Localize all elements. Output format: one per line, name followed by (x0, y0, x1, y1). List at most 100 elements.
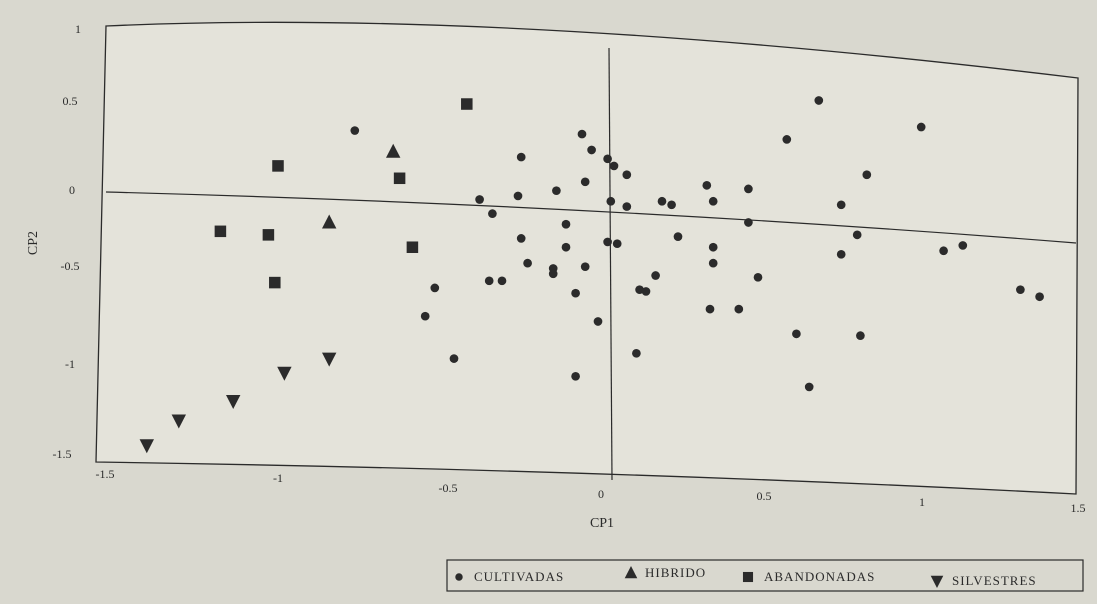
x-tick-label: -0.5 (439, 481, 458, 495)
point-cultivadas (622, 170, 632, 180)
x-tick-label: 1.5 (1071, 501, 1086, 515)
point-cultivadas (657, 196, 667, 206)
y-tick-label: 0.5 (63, 94, 78, 108)
plot-area (95, 21, 1079, 495)
x-tick-label: 0 (598, 487, 604, 501)
point-cultivadas (792, 329, 801, 339)
point-cultivadas (814, 96, 824, 105)
legend-marker-hibrido (624, 566, 638, 579)
point-silvestres (322, 352, 337, 367)
point-cultivadas (708, 242, 718, 252)
point-abandonadas (272, 160, 284, 172)
point-cultivadas (577, 129, 587, 139)
point-cultivadas (1035, 292, 1044, 302)
x-tick-label: 0.5 (757, 489, 772, 503)
point-cultivadas (420, 311, 430, 321)
point-cultivadas (516, 152, 526, 162)
point-cultivadas (852, 230, 862, 240)
point-cultivadas (484, 276, 494, 286)
point-cultivadas (708, 196, 718, 206)
point-cultivadas (705, 304, 715, 314)
point-cultivadas (593, 317, 603, 326)
point-cultivadas (612, 239, 622, 249)
point-cultivadas (651, 271, 660, 280)
point-hibrido (386, 143, 401, 158)
y-tick-label: -1 (65, 357, 75, 371)
point-cultivadas (782, 135, 792, 144)
data-points (139, 96, 1044, 454)
legend: CULTIVADAS HIBRIDO ABANDONADAS SILVESTRES (446, 559, 1084, 592)
y-axis-label: CP2 (26, 231, 41, 255)
point-abandonadas (406, 241, 419, 253)
point-cultivadas (552, 186, 561, 195)
y-tick-label: -1.5 (53, 447, 72, 461)
point-cultivadas (497, 276, 507, 286)
legend-marker-cultivadas (455, 573, 463, 581)
point-abandonadas (461, 98, 473, 110)
point-cultivadas (753, 272, 763, 282)
point-abandonadas (393, 172, 406, 185)
point-abandonadas (262, 229, 275, 241)
x-axis-label: CP1 (590, 516, 614, 531)
point-cultivadas (744, 184, 753, 194)
point-abandonadas (214, 225, 227, 238)
point-cultivadas (667, 200, 676, 210)
y-tick-label: -0.5 (61, 259, 80, 273)
point-cultivadas (516, 234, 526, 243)
legend-label: ABANDONADAS (764, 569, 875, 584)
zero-line-horizontal (105, 191, 1077, 244)
point-cultivadas (449, 354, 459, 363)
point-cultivadas (580, 177, 590, 187)
point-cultivadas (609, 161, 619, 171)
point-cultivadas (916, 122, 926, 132)
x-tick-label: -1.5 (96, 467, 115, 481)
point-cultivadas (548, 269, 558, 279)
point-cultivadas (430, 283, 440, 293)
point-cultivadas (708, 258, 718, 268)
y-tick-label: 1 (75, 22, 81, 36)
legend-marker-silvestres (930, 575, 944, 588)
legend-box (446, 559, 1084, 592)
legend-label: SILVESTRES (952, 573, 1037, 588)
point-cultivadas (862, 170, 872, 180)
point-cultivadas (702, 181, 712, 190)
x-tick-label: 1 (919, 495, 925, 509)
legend-label: HIBRIDO (645, 565, 706, 580)
point-silvestres (171, 414, 186, 429)
point-silvestres (226, 395, 241, 410)
point-cultivadas (856, 331, 865, 340)
point-cultivadas (350, 126, 360, 135)
point-cultivadas (475, 195, 484, 204)
y-tick-label: 0 (69, 183, 75, 197)
axis-ticks: 1 0.5 0 -0.5 -1 -1.5 -1.5 -1 -0.5 0 0.5 1 1.5 (53, 22, 1086, 515)
point-cultivadas (571, 288, 580, 298)
point-cultivadas (603, 237, 612, 247)
legend-marker-abandonadas (742, 571, 754, 583)
point-silvestres (277, 366, 292, 381)
point-cultivadas (958, 241, 968, 250)
point-cultivadas (804, 382, 814, 392)
point-cultivadas (939, 246, 948, 256)
point-cultivadas (641, 287, 651, 296)
point-cultivadas (561, 242, 571, 252)
point-hibrido (322, 214, 337, 229)
x-tick-label: -1 (273, 471, 283, 485)
point-cultivadas (622, 202, 632, 211)
point-cultivadas (836, 249, 846, 259)
zero-line-vertical (608, 47, 613, 481)
point-cultivadas (606, 196, 616, 206)
point-cultivadas (1016, 285, 1025, 295)
point-cultivadas (734, 304, 744, 314)
point-abandonadas (269, 276, 281, 289)
point-cultivadas (744, 218, 753, 227)
legend-label: CULTIVADAS (474, 569, 564, 584)
point-cultivadas (836, 200, 846, 210)
point-cultivadas (523, 258, 532, 268)
plot-frame (95, 21, 1079, 495)
point-cultivadas (673, 232, 683, 241)
point-cultivadas (580, 262, 590, 272)
point-cultivadas (603, 154, 612, 164)
point-cultivadas (587, 145, 596, 155)
